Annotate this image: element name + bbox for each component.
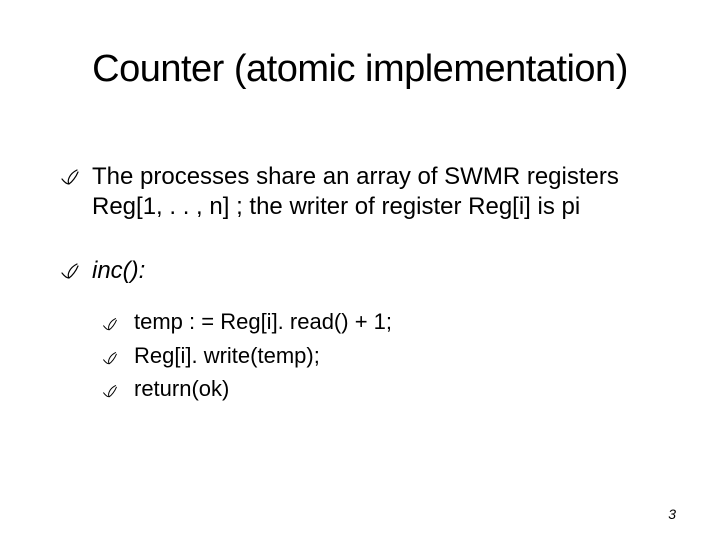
- sub-bullet-item: return(ok): [102, 375, 675, 403]
- bullet-item: inc():: [60, 256, 675, 286]
- swoosh-icon: [102, 312, 118, 328]
- swoosh-icon: [60, 166, 80, 186]
- sub-bullet-item: Reg[i]. write(temp);: [102, 342, 675, 370]
- bullet-item: The processes share an array of SWMR reg…: [60, 162, 675, 222]
- swoosh-icon: [102, 379, 118, 395]
- page-number: 3: [668, 506, 676, 522]
- swoosh-icon: [60, 260, 80, 280]
- bullet-text: The processes share an array of SWMR reg…: [92, 163, 619, 220]
- bullet-text: return(ok): [134, 376, 229, 401]
- sub-bullet-item: temp : = Reg[i]. read() + 1;: [102, 308, 675, 336]
- slide: Counter (atomic implementation) The proc…: [0, 0, 720, 540]
- swoosh-icon: [102, 346, 118, 362]
- slide-title: Counter (atomic implementation): [30, 48, 690, 91]
- bullet-text: Reg[i]. write(temp);: [134, 343, 320, 368]
- bullet-text: inc():: [92, 257, 145, 284]
- bullet-text: temp : = Reg[i]. read() + 1;: [134, 309, 392, 334]
- slide-body: The processes share an array of SWMR reg…: [60, 162, 675, 409]
